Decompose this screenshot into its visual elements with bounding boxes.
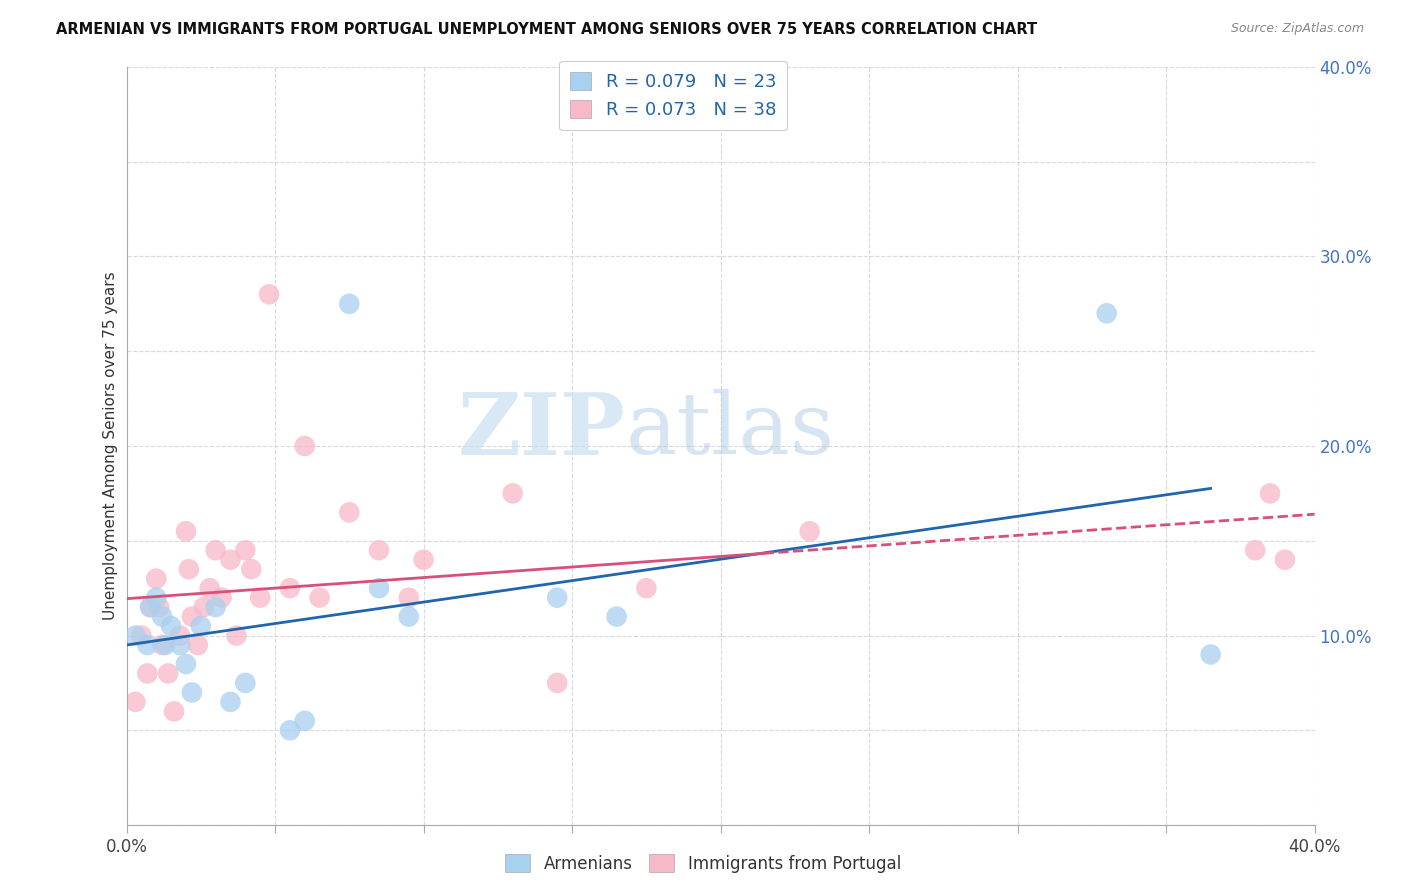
Point (180, 609, 202, 624)
Point (278, 723, 301, 738)
Point (163, 705, 186, 719)
Point (546, 676, 568, 690)
Point (204, 543, 226, 558)
Point (1095, 306, 1118, 320)
Point (278, 581, 301, 595)
Point (139, 600, 162, 615)
Point (308, 591, 330, 605)
Point (131, 628, 153, 642)
Point (799, 524, 821, 539)
Legend: Armenians, Immigrants from Portugal: Armenians, Immigrants from Portugal (499, 847, 907, 880)
Point (148, 600, 170, 615)
Point (398, 609, 420, 624)
Point (257, 287, 280, 301)
Y-axis label: Unemployment Among Seniors over 75 years: Unemployment Among Seniors over 75 years (103, 272, 118, 620)
Point (233, 543, 257, 558)
Point (124, 695, 146, 709)
Point (636, 581, 658, 595)
Point (337, 297, 360, 311)
Point (153, 638, 176, 652)
Point (1244, 543, 1267, 558)
Point (249, 591, 271, 605)
Point (177, 562, 200, 576)
Point (157, 666, 180, 681)
Point (150, 638, 173, 652)
Point (193, 600, 215, 615)
Point (180, 685, 202, 699)
Point (606, 609, 628, 624)
Point (219, 695, 242, 709)
Point (294, 439, 316, 453)
Text: atlas: atlas (626, 389, 835, 473)
Point (368, 581, 391, 595)
Point (190, 619, 212, 633)
Point (240, 562, 263, 576)
Point (1199, 648, 1222, 662)
Point (204, 600, 226, 615)
Point (145, 591, 167, 605)
Point (211, 591, 233, 605)
Point (502, 486, 524, 500)
Point (219, 552, 242, 567)
Point (412, 552, 434, 567)
Point (150, 609, 173, 624)
Text: ARMENIAN VS IMMIGRANTS FROM PORTUGAL UNEMPLOYMENT AMONG SENIORS OVER 75 YEARS CO: ARMENIAN VS IMMIGRANTS FROM PORTUGAL UNE… (56, 22, 1038, 37)
Point (136, 666, 159, 681)
Point (169, 628, 191, 642)
Point (174, 657, 197, 671)
Point (136, 638, 159, 652)
Point (198, 581, 221, 595)
Text: Source: ZipAtlas.com: Source: ZipAtlas.com (1230, 22, 1364, 36)
Point (398, 591, 420, 605)
Point (1274, 552, 1296, 567)
Point (1258, 486, 1281, 500)
Point (337, 505, 360, 519)
Point (169, 638, 191, 652)
Point (368, 543, 391, 558)
Point (233, 676, 257, 690)
Point (225, 628, 247, 642)
Point (160, 619, 183, 633)
Point (174, 524, 197, 539)
Legend: R = 0.079   N = 23, R = 0.073   N = 38: R = 0.079 N = 23, R = 0.073 N = 38 (560, 61, 787, 130)
Point (294, 714, 316, 728)
Text: ZIP: ZIP (458, 389, 626, 473)
Point (139, 600, 162, 615)
Point (546, 591, 568, 605)
Point (187, 638, 209, 652)
Point (145, 572, 167, 586)
Point (124, 628, 146, 642)
